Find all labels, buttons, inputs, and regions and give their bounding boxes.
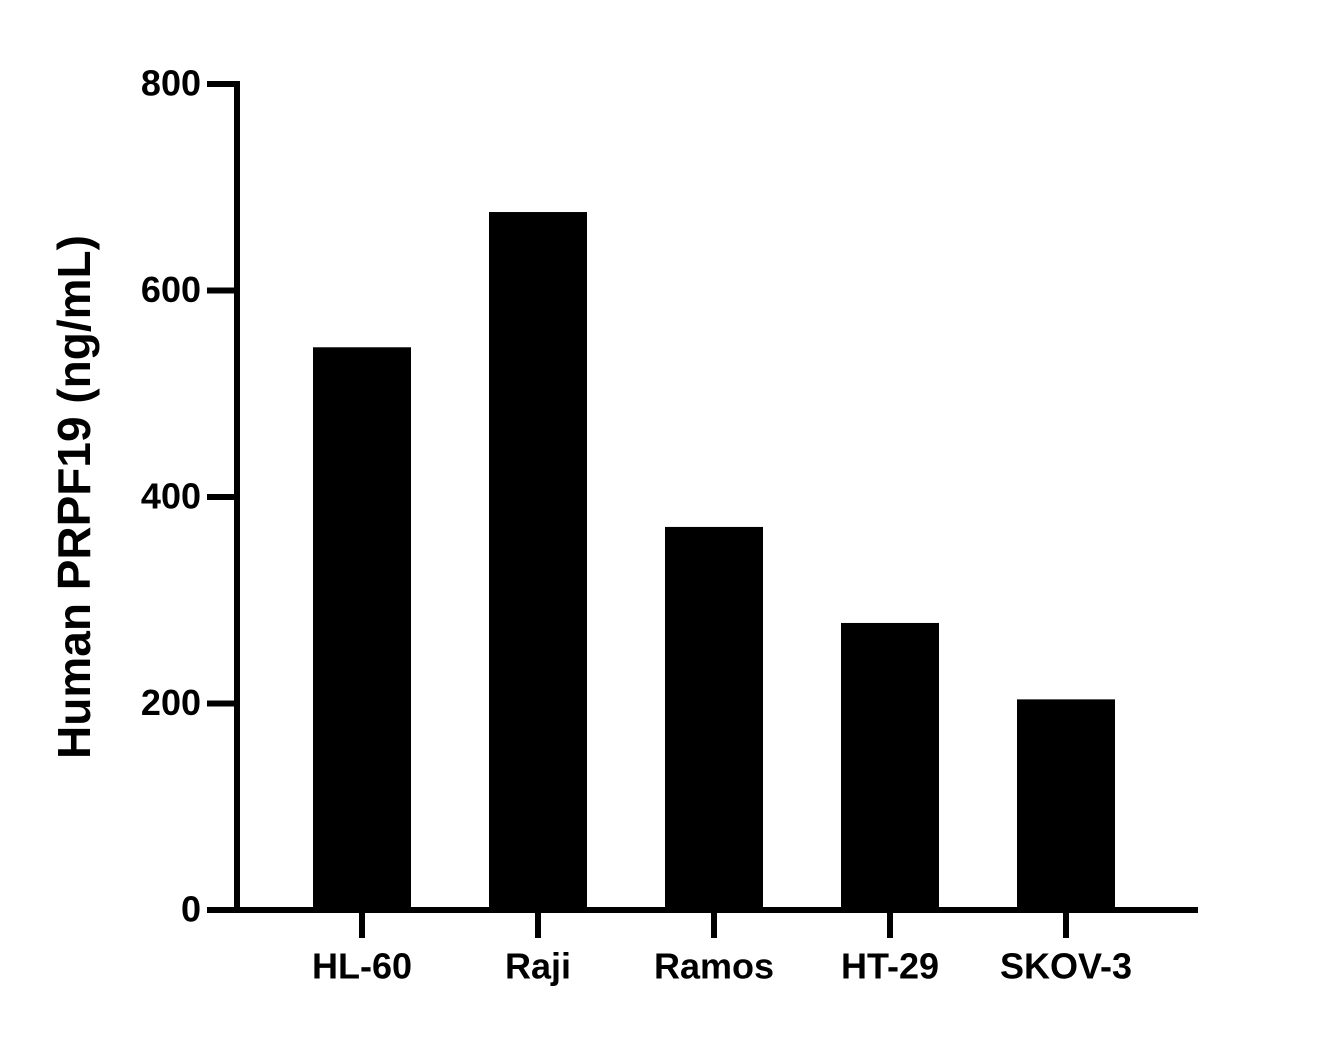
y-tick-label: 200: [141, 682, 201, 723]
bar: [841, 622, 939, 910]
y-tick-label: 0: [181, 889, 201, 930]
bar: [1017, 699, 1115, 910]
y-tick-label: 400: [141, 476, 201, 517]
x-tick-label: Raji: [505, 946, 571, 987]
x-tick-label: Ramos: [654, 946, 774, 987]
bar: [313, 347, 411, 911]
x-tick-label: SKOV-3: [1000, 946, 1132, 987]
y-axis-title: Human PRPF19 (ng/mL): [48, 235, 100, 759]
bar: [665, 526, 763, 910]
y-tick-label: 800: [141, 63, 201, 104]
y-tick-label: 600: [141, 269, 201, 310]
bar: [489, 212, 587, 910]
x-tick-label: HT-29: [841, 946, 939, 987]
x-tick-label: HL-60: [312, 946, 412, 987]
